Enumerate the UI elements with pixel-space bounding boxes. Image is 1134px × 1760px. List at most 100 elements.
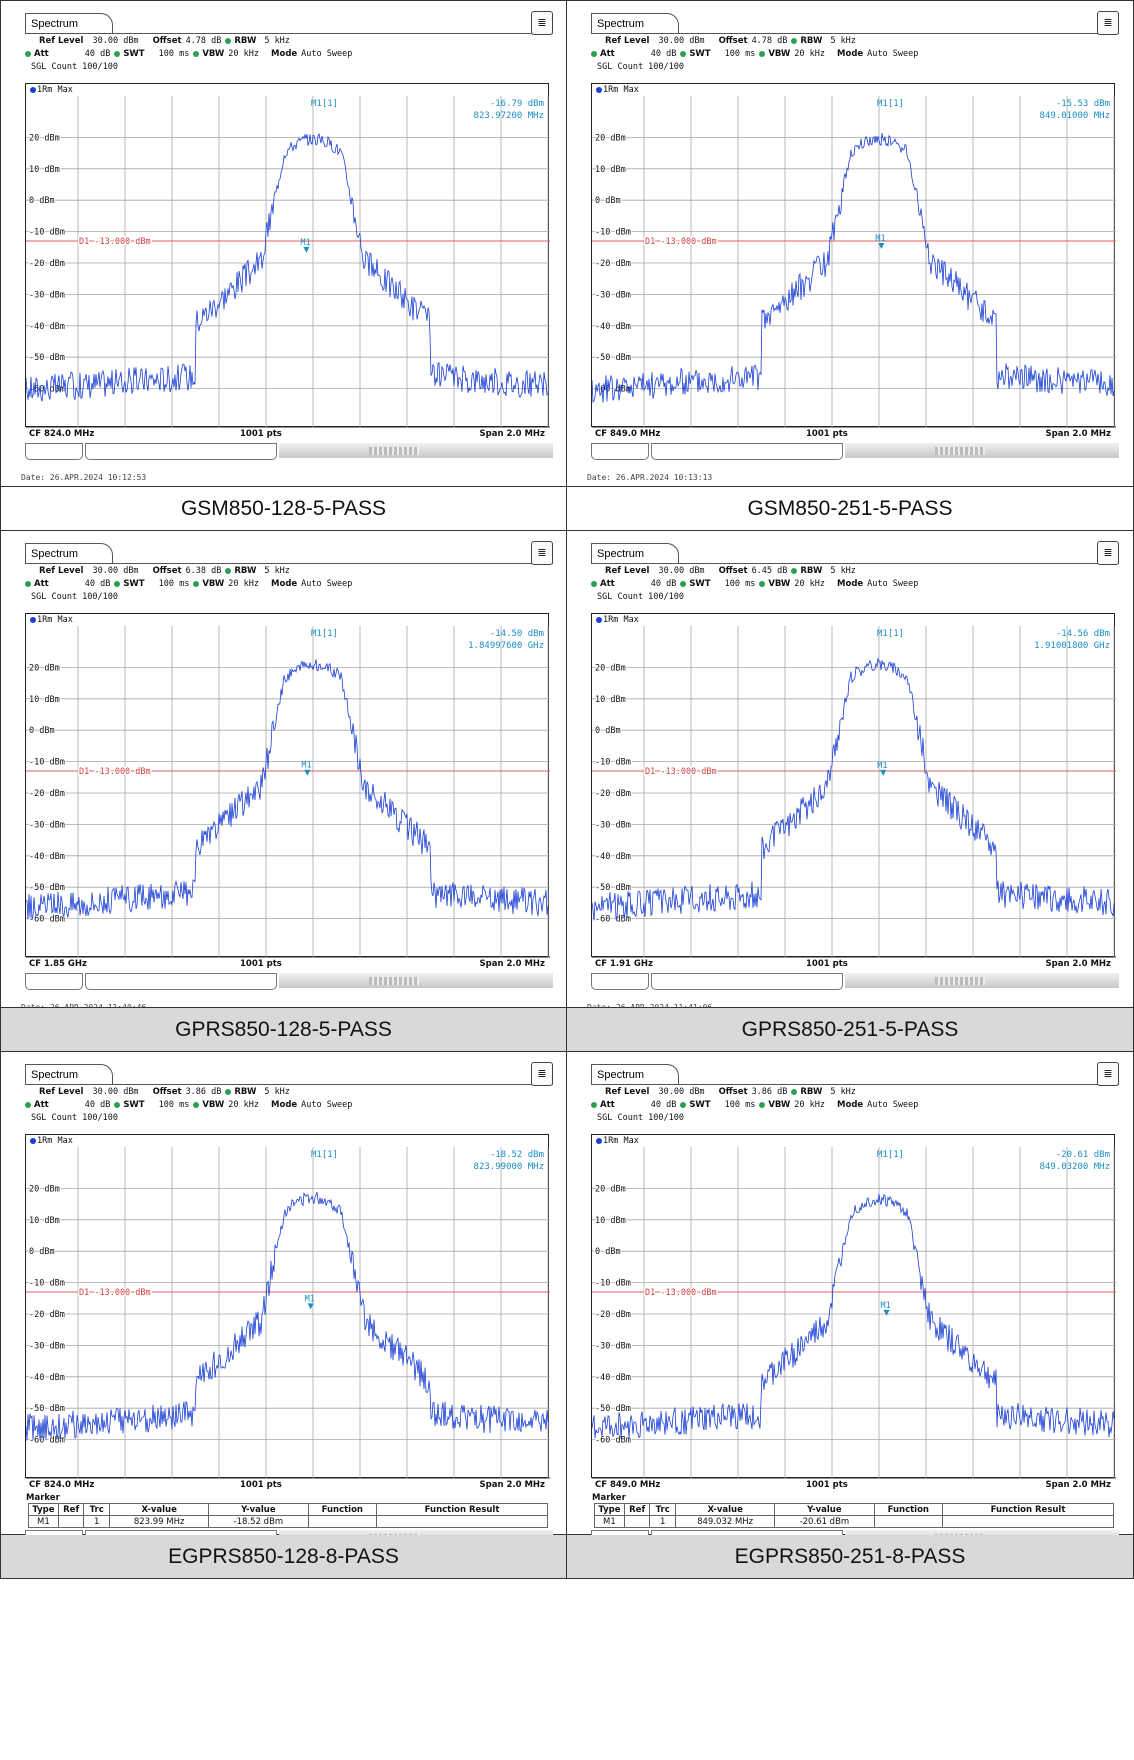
marker-readout-frequency: 823.97200 MHz (474, 111, 544, 121)
att-label: Att (600, 49, 615, 59)
marker-m1-triangle[interactable] (307, 1303, 314, 1310)
offset-value: 6.38 dB (185, 566, 222, 576)
plot-area[interactable]: 1Rm Max 20 dBm 10 dBm 0 dBm -10 dBm -20 dBm -3… (591, 1134, 1116, 1479)
marker-table-header-cell: Function Result (942, 1503, 1114, 1516)
status-dot-icon (193, 50, 200, 57)
marker-m1-triangle[interactable] (880, 769, 887, 776)
center-frequency: CF 1.91 GHz (595, 959, 653, 969)
menu-icon[interactable]: ≣ (1097, 541, 1119, 565)
span-value: Span 2.0 MHz (479, 959, 546, 969)
y-tick-label: -40 dBm (595, 852, 631, 862)
tab-divider (591, 1084, 1119, 1085)
status-field-1 (591, 973, 649, 990)
marker-table-header-cell: Trc (83, 1503, 111, 1516)
y-tick-label: 10 dBm (29, 695, 60, 705)
marker-table-header-cell: X-value (109, 1503, 210, 1516)
trace-label: 1Rm Max (596, 615, 639, 625)
marker-readout-name: M1[1] (877, 629, 904, 639)
span-value: Span 2.0 MHz (1045, 959, 1112, 969)
marker-m1-triangle[interactable] (878, 242, 885, 249)
y-tick-label: 10 dBm (595, 1216, 626, 1226)
panel-3: Spectrum ≣ Ref Level 30.00 dBm Offset 6.38 d… (0, 531, 567, 1012)
marker-table-cell (57, 1515, 85, 1528)
y-tick-label: -20 dBm (29, 789, 65, 799)
y-tick-label: 10 dBm (29, 165, 60, 175)
tab-divider (25, 1084, 553, 1085)
plot-area[interactable]: 1Rm Max 20 dBm 10 dBm 0 dBm -10 dBm -20 dBm -3… (25, 1134, 550, 1479)
menu-icon[interactable]: ≣ (531, 541, 553, 565)
spectrum-tab[interactable]: Spectrum (25, 1064, 113, 1084)
y-tick-label: -50 dBm (595, 883, 631, 893)
y-tick-label: -10 dBm (29, 758, 65, 768)
y-tick-label: -60 dBm (29, 915, 65, 925)
y-tick-label: 10 dBm (595, 165, 626, 175)
mode-value: Auto Sweep (301, 49, 353, 59)
y-tick-label: -20 dBm (595, 789, 631, 799)
marker-table-cell: 823.99 MHz (109, 1515, 210, 1528)
status-dot-icon (25, 580, 31, 587)
mode-value: Auto Sweep (301, 579, 353, 589)
trace-dot-icon (596, 616, 602, 623)
status-dot-icon (680, 580, 687, 587)
status-dot-icon (25, 50, 31, 57)
menu-icon[interactable]: ≣ (1097, 11, 1119, 35)
status-bar (591, 973, 1119, 990)
marker-m1-triangle[interactable] (304, 769, 311, 776)
spectrum-plot: 20 dBm 10 dBm 0 dBm -10 dBm -20 dBm -30 dBm -4… (592, 626, 1116, 958)
spectrum-plot: 20 dBm 10 dBm 0 dBm -10 dBm -20 dBm -30 dBm -4… (592, 96, 1116, 428)
att-label: Att (34, 1100, 49, 1110)
panel-1: Spectrum ≣ Ref Level 30.00 dBm Offset 4.78 d… (0, 0, 567, 487)
plot-area[interactable]: 1Rm Max 20 dBm 10 dBm 0 dBm -10 dBm -20 dBm -3… (25, 83, 550, 428)
menu-icon[interactable]: ≣ (1097, 1062, 1119, 1086)
swt-value: 100 ms (724, 1100, 756, 1110)
y-tick-label: -20 dBm (29, 259, 65, 269)
sweep-points: 1001 pts (240, 1480, 282, 1490)
plot-area[interactable]: 1Rm Max 20 dBm 10 dBm 0 dBm -10 dBm -20 dBm -3… (25, 613, 550, 958)
spectrum-tab[interactable]: Spectrum (591, 1064, 679, 1084)
marker-m1-triangle[interactable] (303, 246, 310, 253)
plot-area[interactable]: 1Rm Max 20 dBm 10 dBm 0 dBm -10 dBm -20 dBm -3… (591, 83, 1116, 428)
rbw-value: 5 kHz (830, 1087, 856, 1097)
att-value: 40 dB (84, 1100, 111, 1110)
swt-value: 100 ms (158, 49, 190, 59)
y-tick-label: 0 dBm (29, 726, 55, 736)
status-dot-icon (25, 1101, 31, 1108)
panel-caption: GPRS850-251-5-PASS (567, 1008, 1134, 1052)
y-tick-label: 20 dBm (29, 663, 60, 673)
spectrum-plot: 20 dBm 10 dBm 0 dBm -10 dBm -20 dBm -30 dBm -4… (26, 96, 550, 428)
marker-table-cell (873, 1515, 944, 1528)
marker-table-header: Type Ref Trc X-value Y-value Function Function… (28, 1503, 548, 1516)
marker-table-header-cell: X-value (675, 1503, 776, 1516)
parameter-header: Ref Level 30.00 dBm Offset 3.86 dB RBW 5 kHz… (25, 1086, 553, 1125)
ref-level-value: 30.00 dBm (87, 566, 139, 576)
y-tick-label: 0 dBm (595, 1247, 621, 1257)
center-frequency: CF 824.0 MHz (29, 1480, 95, 1490)
span-value: Span 2.0 MHz (1045, 1480, 1112, 1490)
spectrum-tab[interactable]: Spectrum (591, 543, 679, 563)
status-dot-icon (680, 50, 687, 57)
parameter-header: Ref Level 30.00 dBm Offset 6.38 dB RBW 5 kHz… (25, 565, 553, 604)
plot-area[interactable]: 1Rm Max 20 dBm 10 dBm 0 dBm -10 dBm -20 dBm -3… (591, 613, 1116, 958)
y-tick-label: -50 dBm (595, 1404, 631, 1414)
spectrum-tab[interactable]: Spectrum (25, 543, 113, 563)
spectrum-tab[interactable]: Spectrum (591, 13, 679, 33)
marker-table-title: Marker (26, 1493, 60, 1503)
trace-label: 1Rm Max (30, 615, 73, 625)
panel-caption: GSM850-128-5-PASS (0, 487, 567, 531)
vbw-label: VBW (768, 1100, 791, 1110)
menu-icon[interactable]: ≣ (531, 1062, 553, 1086)
att-label: Att (600, 579, 615, 589)
marker-table-cell (376, 1515, 548, 1528)
offset-value: 6.45 dB (751, 566, 788, 576)
spectrum-tab[interactable]: Spectrum (25, 13, 113, 33)
menu-icon[interactable]: ≣ (531, 11, 553, 35)
y-tick-label: -10 dBm (29, 1279, 65, 1289)
swt-label: SWT (123, 1100, 145, 1110)
marker-table-header-cell: Type (28, 1503, 59, 1516)
sweep-progress-indicator (935, 977, 985, 985)
sgl-count: SGL Count 100/100 (31, 592, 118, 602)
status-field-3 (279, 973, 553, 988)
trace-label-text: 1Rm Max (603, 615, 639, 625)
marker-m1-triangle[interactable] (883, 1309, 890, 1316)
